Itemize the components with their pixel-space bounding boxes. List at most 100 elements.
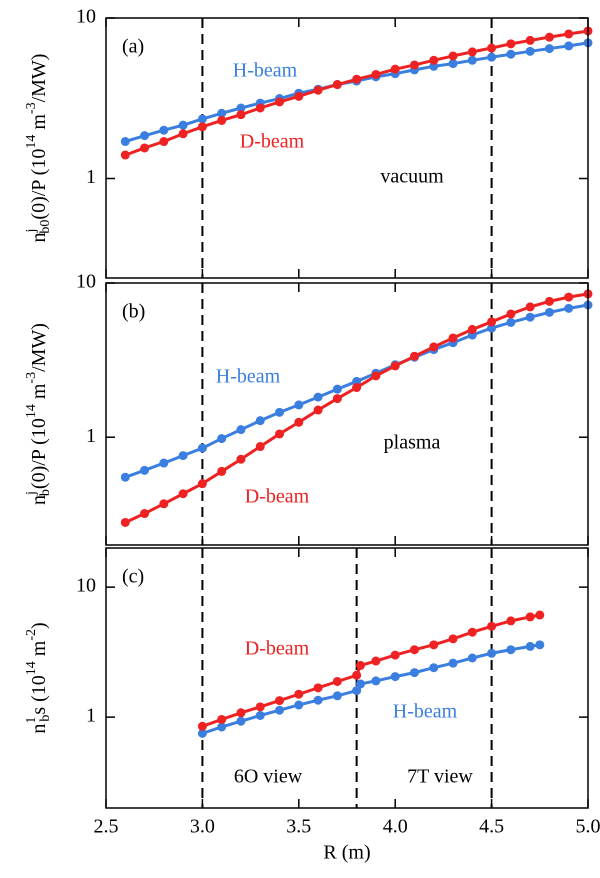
y-axis-label-part: j	[24, 229, 39, 234]
data-point	[178, 489, 188, 499]
x-tick-label: 3.5	[286, 816, 311, 838]
data-point	[448, 59, 458, 69]
data-point	[467, 627, 477, 637]
data-point	[332, 691, 342, 701]
y-tick-label: 10	[76, 6, 96, 28]
y-axis-label-part: /MW)	[28, 323, 50, 372]
data-point	[217, 714, 227, 724]
data-point	[236, 454, 246, 464]
y-axis-label: n1bs (1014 m-2)	[24, 622, 53, 733]
data-point	[255, 442, 265, 452]
data-point	[467, 55, 477, 65]
y-tick-label: 1	[86, 425, 96, 447]
y-tick-label: 1	[86, 705, 96, 727]
data-point	[525, 312, 535, 322]
data-point	[332, 676, 342, 686]
y-axis-label-part: 14	[24, 404, 39, 418]
data-point	[429, 640, 439, 650]
data-point	[487, 317, 497, 327]
y-axis-label-part: 1	[24, 717, 39, 724]
data-point	[236, 110, 246, 120]
data-point	[140, 143, 150, 153]
series-line	[124, 29, 589, 157]
data-point	[371, 676, 381, 686]
data-point	[236, 708, 246, 718]
annotation: H-beam	[233, 60, 298, 82]
data-point	[564, 292, 574, 302]
panel-label: (c)	[122, 566, 144, 588]
annotation: 6O view	[234, 766, 303, 788]
data-point	[255, 103, 265, 113]
x-tick-label: 4.0	[383, 816, 408, 838]
data-point	[217, 115, 227, 125]
data-point	[544, 44, 554, 54]
annotation: vacuum	[380, 166, 444, 188]
data-point	[236, 425, 246, 435]
annotation: H-beam	[216, 366, 281, 388]
panel-label: (b)	[122, 301, 145, 323]
data-point	[294, 417, 304, 427]
annotation: 7T view	[407, 766, 473, 788]
data-point	[120, 472, 130, 482]
data-point	[409, 351, 419, 361]
annotation: D-beam	[245, 486, 310, 508]
data-point	[544, 32, 554, 42]
x-tick-label: 4.5	[479, 816, 504, 838]
data-point	[506, 309, 516, 319]
data-point	[120, 150, 130, 160]
data-point	[487, 43, 497, 53]
data-point	[197, 122, 207, 132]
data-point	[159, 499, 169, 509]
data-point	[275, 705, 285, 715]
data-point	[525, 35, 535, 45]
data-point	[313, 392, 323, 402]
data-point	[487, 323, 497, 333]
data-point	[352, 670, 362, 680]
data-point	[535, 610, 545, 620]
data-point	[197, 728, 207, 738]
series-line	[201, 613, 541, 728]
data-point	[429, 663, 439, 673]
data-point	[429, 342, 439, 352]
plot-frame	[105, 17, 589, 279]
data-point	[535, 640, 545, 650]
data-point	[544, 307, 554, 317]
y-axis-label: njb0(0)/P (1014 m-3/MW)	[24, 54, 53, 243]
annotation: D-beam	[245, 638, 310, 660]
data-point	[275, 696, 285, 706]
data-point	[294, 400, 304, 410]
data-point	[544, 296, 554, 306]
data-point	[487, 621, 497, 631]
data-point	[217, 108, 227, 118]
y-axis-label-part: -2	[24, 629, 39, 641]
data-point	[352, 383, 362, 393]
data-point	[294, 689, 304, 699]
data-point	[313, 405, 323, 415]
data-point	[236, 103, 246, 113]
data-point	[409, 60, 419, 70]
y-axis-label-part: m	[28, 640, 50, 661]
y-axis-label-part: n	[28, 724, 50, 734]
data-point	[197, 479, 207, 489]
y-tick-label: 1	[86, 166, 96, 188]
data-point	[564, 29, 574, 39]
x-tick-label: 5.0	[576, 816, 600, 838]
plot-frame	[105, 547, 589, 809]
y-axis-label-part: /MW)	[28, 54, 50, 103]
data-point	[313, 695, 323, 705]
data-point	[255, 702, 265, 712]
data-point	[178, 451, 188, 461]
data-point	[352, 686, 362, 696]
data-point	[448, 658, 458, 668]
data-point	[390, 650, 400, 660]
y-axis-label-part: m	[28, 383, 50, 404]
data-point	[525, 302, 535, 312]
data-point	[178, 120, 188, 130]
y-axis-label-part: j	[24, 491, 39, 496]
data-point	[390, 361, 400, 371]
data-point	[236, 716, 246, 726]
data-point	[332, 384, 342, 394]
data-point	[448, 51, 458, 61]
data-point	[275, 429, 285, 439]
data-point	[371, 69, 381, 79]
